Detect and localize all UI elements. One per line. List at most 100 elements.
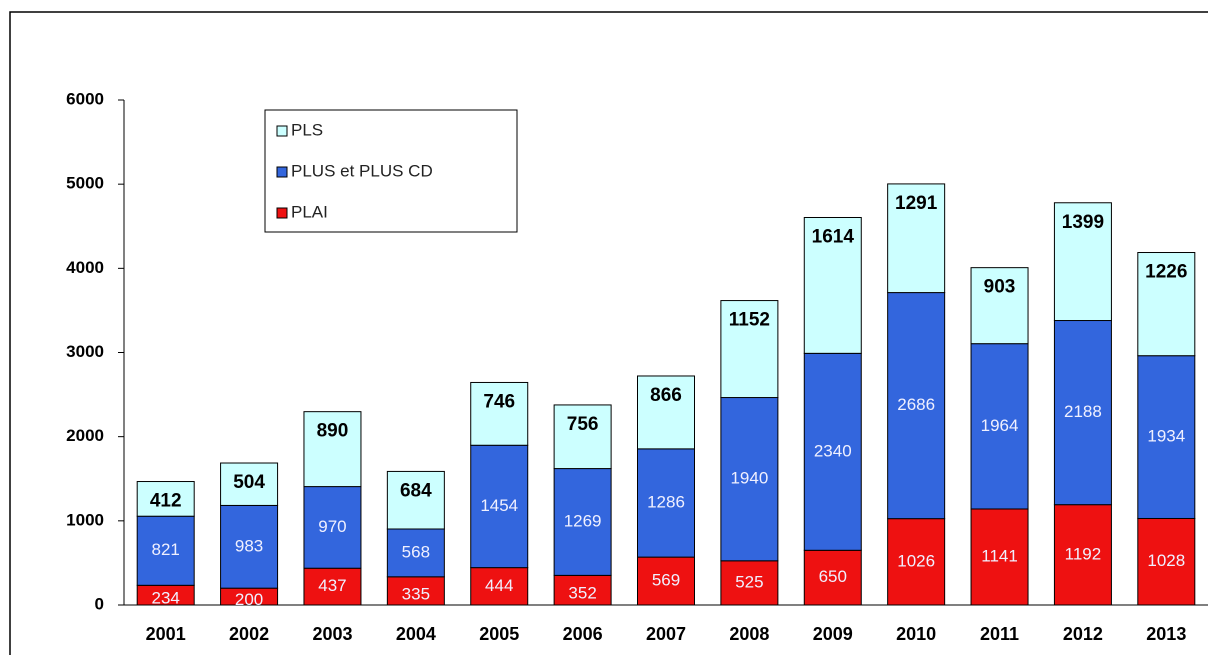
bar-segment — [887, 292, 946, 520]
value-label: 412 — [150, 491, 182, 512]
bar-segment — [720, 397, 779, 562]
bar-segment — [887, 183, 946, 294]
value-label: 903 — [984, 277, 1016, 298]
bar-segment — [1137, 355, 1196, 519]
value-label: 821 — [152, 540, 180, 559]
x-tick-label: 2009 — [813, 624, 853, 644]
value-label: 983 — [235, 536, 263, 555]
x-tick-label: 2008 — [729, 624, 769, 644]
y-tick-label: 1000 — [66, 510, 104, 529]
bar-segment — [1053, 202, 1112, 322]
x-tick-label: 2010 — [896, 624, 936, 644]
bar-segment — [1137, 517, 1196, 606]
bar-segment — [220, 504, 279, 589]
bar-segment — [136, 481, 195, 517]
x-tick-label: 2007 — [646, 624, 686, 644]
legend-label: PLS — [291, 120, 323, 139]
bar-segment — [970, 267, 1029, 345]
value-label: 504 — [233, 472, 265, 493]
bar-segment — [553, 404, 612, 470]
bar-segment — [803, 216, 862, 354]
legend-label: PLAI — [291, 202, 328, 221]
value-label: 2340 — [814, 441, 852, 460]
bar-segment — [970, 343, 1029, 510]
x-tick-label: 2004 — [396, 624, 436, 644]
x-tick-label: 2013 — [1146, 624, 1186, 644]
y-tick-label: 6000 — [66, 89, 104, 108]
bar-segment — [303, 567, 362, 606]
legend-swatch — [276, 166, 288, 178]
value-label: 1614 — [812, 227, 855, 248]
bar-segment — [887, 518, 946, 606]
bar-segment — [386, 528, 445, 578]
value-label: 746 — [483, 391, 515, 412]
value-label: 437 — [318, 576, 346, 595]
bar-segment — [637, 375, 695, 450]
y-tick-label: 0 — [95, 594, 104, 613]
x-tick-label: 2002 — [229, 624, 269, 644]
bar-segment — [136, 515, 195, 586]
x-tick-label: 2001 — [146, 624, 186, 644]
value-label: 1399 — [1062, 212, 1104, 233]
bar-segment — [553, 468, 612, 576]
value-label: 1152 — [729, 310, 770, 331]
legend-label: PLUS et PLUS CD — [291, 161, 433, 180]
value-label: 2686 — [897, 395, 935, 414]
value-label: 650 — [819, 567, 847, 586]
bar-segment — [386, 470, 445, 530]
value-label: 756 — [567, 414, 599, 435]
x-tick-label: 2005 — [479, 624, 519, 644]
x-tick-label: 2006 — [563, 624, 603, 644]
value-label: 1934 — [1147, 427, 1185, 446]
value-label: 970 — [318, 517, 346, 536]
y-tick-label: 2000 — [66, 426, 104, 445]
bar-segment — [470, 567, 529, 606]
x-tick-label: 2011 — [980, 624, 1019, 644]
bar-segment — [1053, 320, 1112, 506]
value-label: 1454 — [480, 496, 518, 515]
value-label: 1286 — [647, 492, 685, 511]
value-label: 444 — [485, 576, 513, 595]
value-label: 335 — [402, 584, 430, 603]
value-label: 2188 — [1064, 402, 1102, 421]
legend-swatch — [276, 125, 288, 137]
value-label: 866 — [650, 385, 682, 406]
bar-segment — [637, 448, 695, 558]
value-label: 352 — [568, 584, 596, 603]
value-label: 1940 — [730, 469, 768, 488]
legend-swatch — [276, 207, 288, 219]
value-label: 1026 — [897, 551, 935, 570]
value-label: 890 — [317, 421, 349, 442]
value-label: 525 — [735, 572, 763, 591]
bar-segment — [470, 381, 529, 446]
bar-segment — [1137, 252, 1196, 357]
bar-segment — [1053, 504, 1112, 606]
x-tick-label: 2003 — [312, 624, 352, 644]
value-label: 1291 — [895, 193, 938, 214]
frame — [9, 11, 1208, 655]
y-tick-label: 3000 — [66, 342, 104, 361]
value-label: 568 — [402, 542, 430, 561]
legend-box — [264, 109, 518, 233]
bar-segment — [303, 486, 362, 569]
value-label: 1964 — [981, 416, 1019, 435]
value-label: 1141 — [981, 546, 1018, 565]
bar-segment — [803, 549, 862, 606]
bar-segment — [720, 560, 779, 606]
y-tick-label: 5000 — [66, 174, 104, 193]
bar-segment — [386, 576, 445, 606]
y-tick-label: 4000 — [66, 258, 104, 277]
bar-segment — [220, 462, 279, 506]
bar-segment — [470, 444, 529, 569]
value-label: 234 — [152, 589, 180, 608]
value-label: 684 — [400, 480, 432, 501]
value-label: 569 — [652, 571, 680, 590]
x-tick-label: 2012 — [1063, 624, 1103, 644]
bar-segment — [553, 574, 612, 606]
value-label: 1269 — [564, 511, 602, 530]
value-label: 1192 — [1065, 544, 1102, 563]
value-label: 1028 — [1147, 551, 1185, 570]
value-label: 200 — [235, 590, 263, 609]
bar-segment — [720, 300, 779, 399]
